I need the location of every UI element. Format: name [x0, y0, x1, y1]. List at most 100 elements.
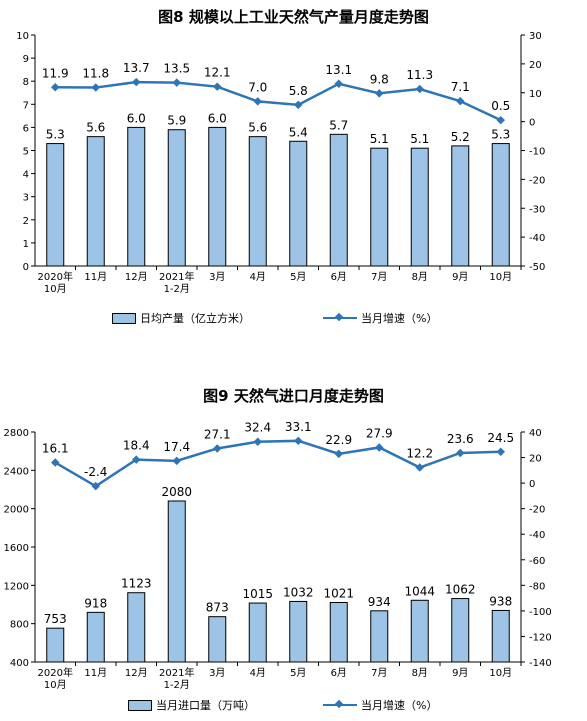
- bar-value-label: 1062: [445, 583, 476, 597]
- x-tick-label: 10月: [489, 667, 512, 679]
- growth-value-label: 27.9: [366, 426, 393, 440]
- x-tick-label: 4月: [250, 271, 266, 283]
- x-tick-label: 4月: [250, 667, 266, 679]
- growth-point: [172, 78, 181, 87]
- right-tick-label: 40: [529, 428, 542, 439]
- growth-point: [294, 436, 303, 446]
- left-tick-label: 2000: [4, 505, 29, 516]
- growth-value-label: 11.3: [406, 68, 433, 82]
- bar: [46, 143, 65, 267]
- growth-point: [91, 481, 100, 491]
- growth-point: [51, 83, 60, 92]
- growth-point: [213, 82, 222, 91]
- bar: [208, 126, 227, 267]
- x-tick-label: 2020年 10月: [38, 270, 73, 295]
- legend-bar-swatch: [112, 312, 136, 324]
- left-tick-label: 1200: [4, 581, 29, 592]
- growth-value-label: 13.5: [163, 62, 190, 76]
- growth-value-label: 24.5: [487, 431, 514, 445]
- left-tick-label: 1600: [4, 543, 29, 554]
- growth-value-label: 12.1: [204, 66, 231, 80]
- x-tick-label: 9月: [452, 271, 468, 283]
- chart-title: 图8 规模以上工业天然气产量月度走势图: [158, 8, 429, 26]
- bar-value-label: 5.6: [248, 121, 267, 135]
- growth-value-label: 7.0: [248, 80, 267, 94]
- bar-value-label: 938: [489, 594, 512, 608]
- bar-value-label: 5.9: [167, 114, 186, 128]
- left-tick-label: 800: [10, 620, 29, 631]
- chart-plot: 0 1 2 3 4 5 6 7 8 9 10 -50 -40 -30 -20 -10 0 10 20 30 5.3 202…: [16, 31, 545, 295]
- bar-value-label: 5.6: [86, 121, 105, 135]
- left-tick-label: 5: [23, 147, 29, 158]
- x-tick-label: 6月: [331, 667, 347, 679]
- right-tick-label: 0: [529, 118, 535, 129]
- legend-bar-label: 当月进口量（万吨）: [156, 699, 255, 712]
- growth-value-label: 11.8: [82, 67, 109, 81]
- growth-value-label: 33.1: [285, 420, 312, 434]
- bar: [451, 598, 470, 663]
- bar-value-label: 2080: [161, 485, 192, 499]
- growth-point: [253, 97, 262, 106]
- growth-point: [91, 83, 100, 92]
- bar: [451, 145, 470, 267]
- bar: [370, 147, 389, 267]
- left-tick-label: 1: [23, 239, 29, 250]
- left-tick-label: 9: [23, 54, 29, 65]
- right-tick-label: -120: [529, 632, 552, 643]
- bar: [289, 600, 308, 663]
- x-tick-label: 11月: [84, 271, 107, 283]
- legend-bar: 当月进口量（万吨）: [128, 697, 255, 713]
- growth-value-label: 23.6: [447, 432, 474, 446]
- growth-value-label: 11.9: [42, 66, 69, 80]
- growth-point: [496, 447, 505, 457]
- x-tick-label: 12月: [125, 271, 148, 283]
- growth-point: [213, 444, 222, 453]
- bar-value-label: 918: [84, 596, 107, 610]
- bar-value-label: 5.7: [329, 118, 348, 132]
- growth-value-label: 27.1: [204, 427, 231, 441]
- right-tick-label: -100: [529, 607, 552, 618]
- growth-point: [294, 100, 303, 110]
- growth-point: [375, 443, 384, 452]
- bar: [329, 133, 348, 267]
- bar-value-label: 5.3: [491, 128, 510, 142]
- bar-value-label: 5.2: [451, 130, 470, 144]
- left-tick-label: 2800: [4, 428, 29, 439]
- bar-value-label: 5.3: [46, 128, 65, 142]
- legend-line-swatch: [323, 704, 357, 706]
- right-tick-label: 20: [529, 454, 542, 465]
- right-tick-label: 10: [529, 89, 542, 100]
- growth-point: [334, 79, 343, 89]
- bar: [491, 609, 510, 663]
- bar-value-label: 5.4: [289, 125, 308, 139]
- left-tick-label: 400: [10, 658, 29, 669]
- growth-value-label: 5.8: [289, 84, 308, 98]
- x-tick-label: 5月: [290, 667, 306, 679]
- bar-value-label: 1015: [242, 587, 273, 601]
- x-tick-label: 11月: [84, 667, 107, 679]
- legend-line-swatch: [323, 317, 357, 319]
- x-tick-label: 2020年 10月: [38, 666, 73, 691]
- bar: [46, 627, 65, 663]
- bar-value-label: 873: [206, 601, 229, 615]
- x-tick-label: 8月: [412, 667, 428, 679]
- bar: [208, 616, 227, 663]
- legend-bar-label: 日均产量（亿立方米）: [140, 312, 250, 325]
- x-tick-label: 5月: [290, 271, 306, 283]
- bar: [86, 136, 105, 267]
- bar-value-label: 5.1: [370, 132, 389, 146]
- bar-value-label: 1021: [323, 586, 354, 600]
- bar: [491, 143, 510, 267]
- right-tick-label: 30: [529, 31, 542, 42]
- bar: [167, 129, 186, 267]
- bar: [329, 601, 348, 663]
- growth-point: [496, 115, 505, 125]
- growth-value-label: 18.4: [123, 439, 150, 453]
- legend-bar: 日均产量（亿立方米）: [112, 310, 250, 326]
- bar: [410, 599, 429, 663]
- left-tick-label: 7: [23, 100, 29, 111]
- growth-value-label: 16.1: [42, 442, 69, 456]
- bar: [248, 136, 267, 267]
- x-tick-label: 7月: [371, 271, 387, 283]
- growth-line: [54, 439, 501, 488]
